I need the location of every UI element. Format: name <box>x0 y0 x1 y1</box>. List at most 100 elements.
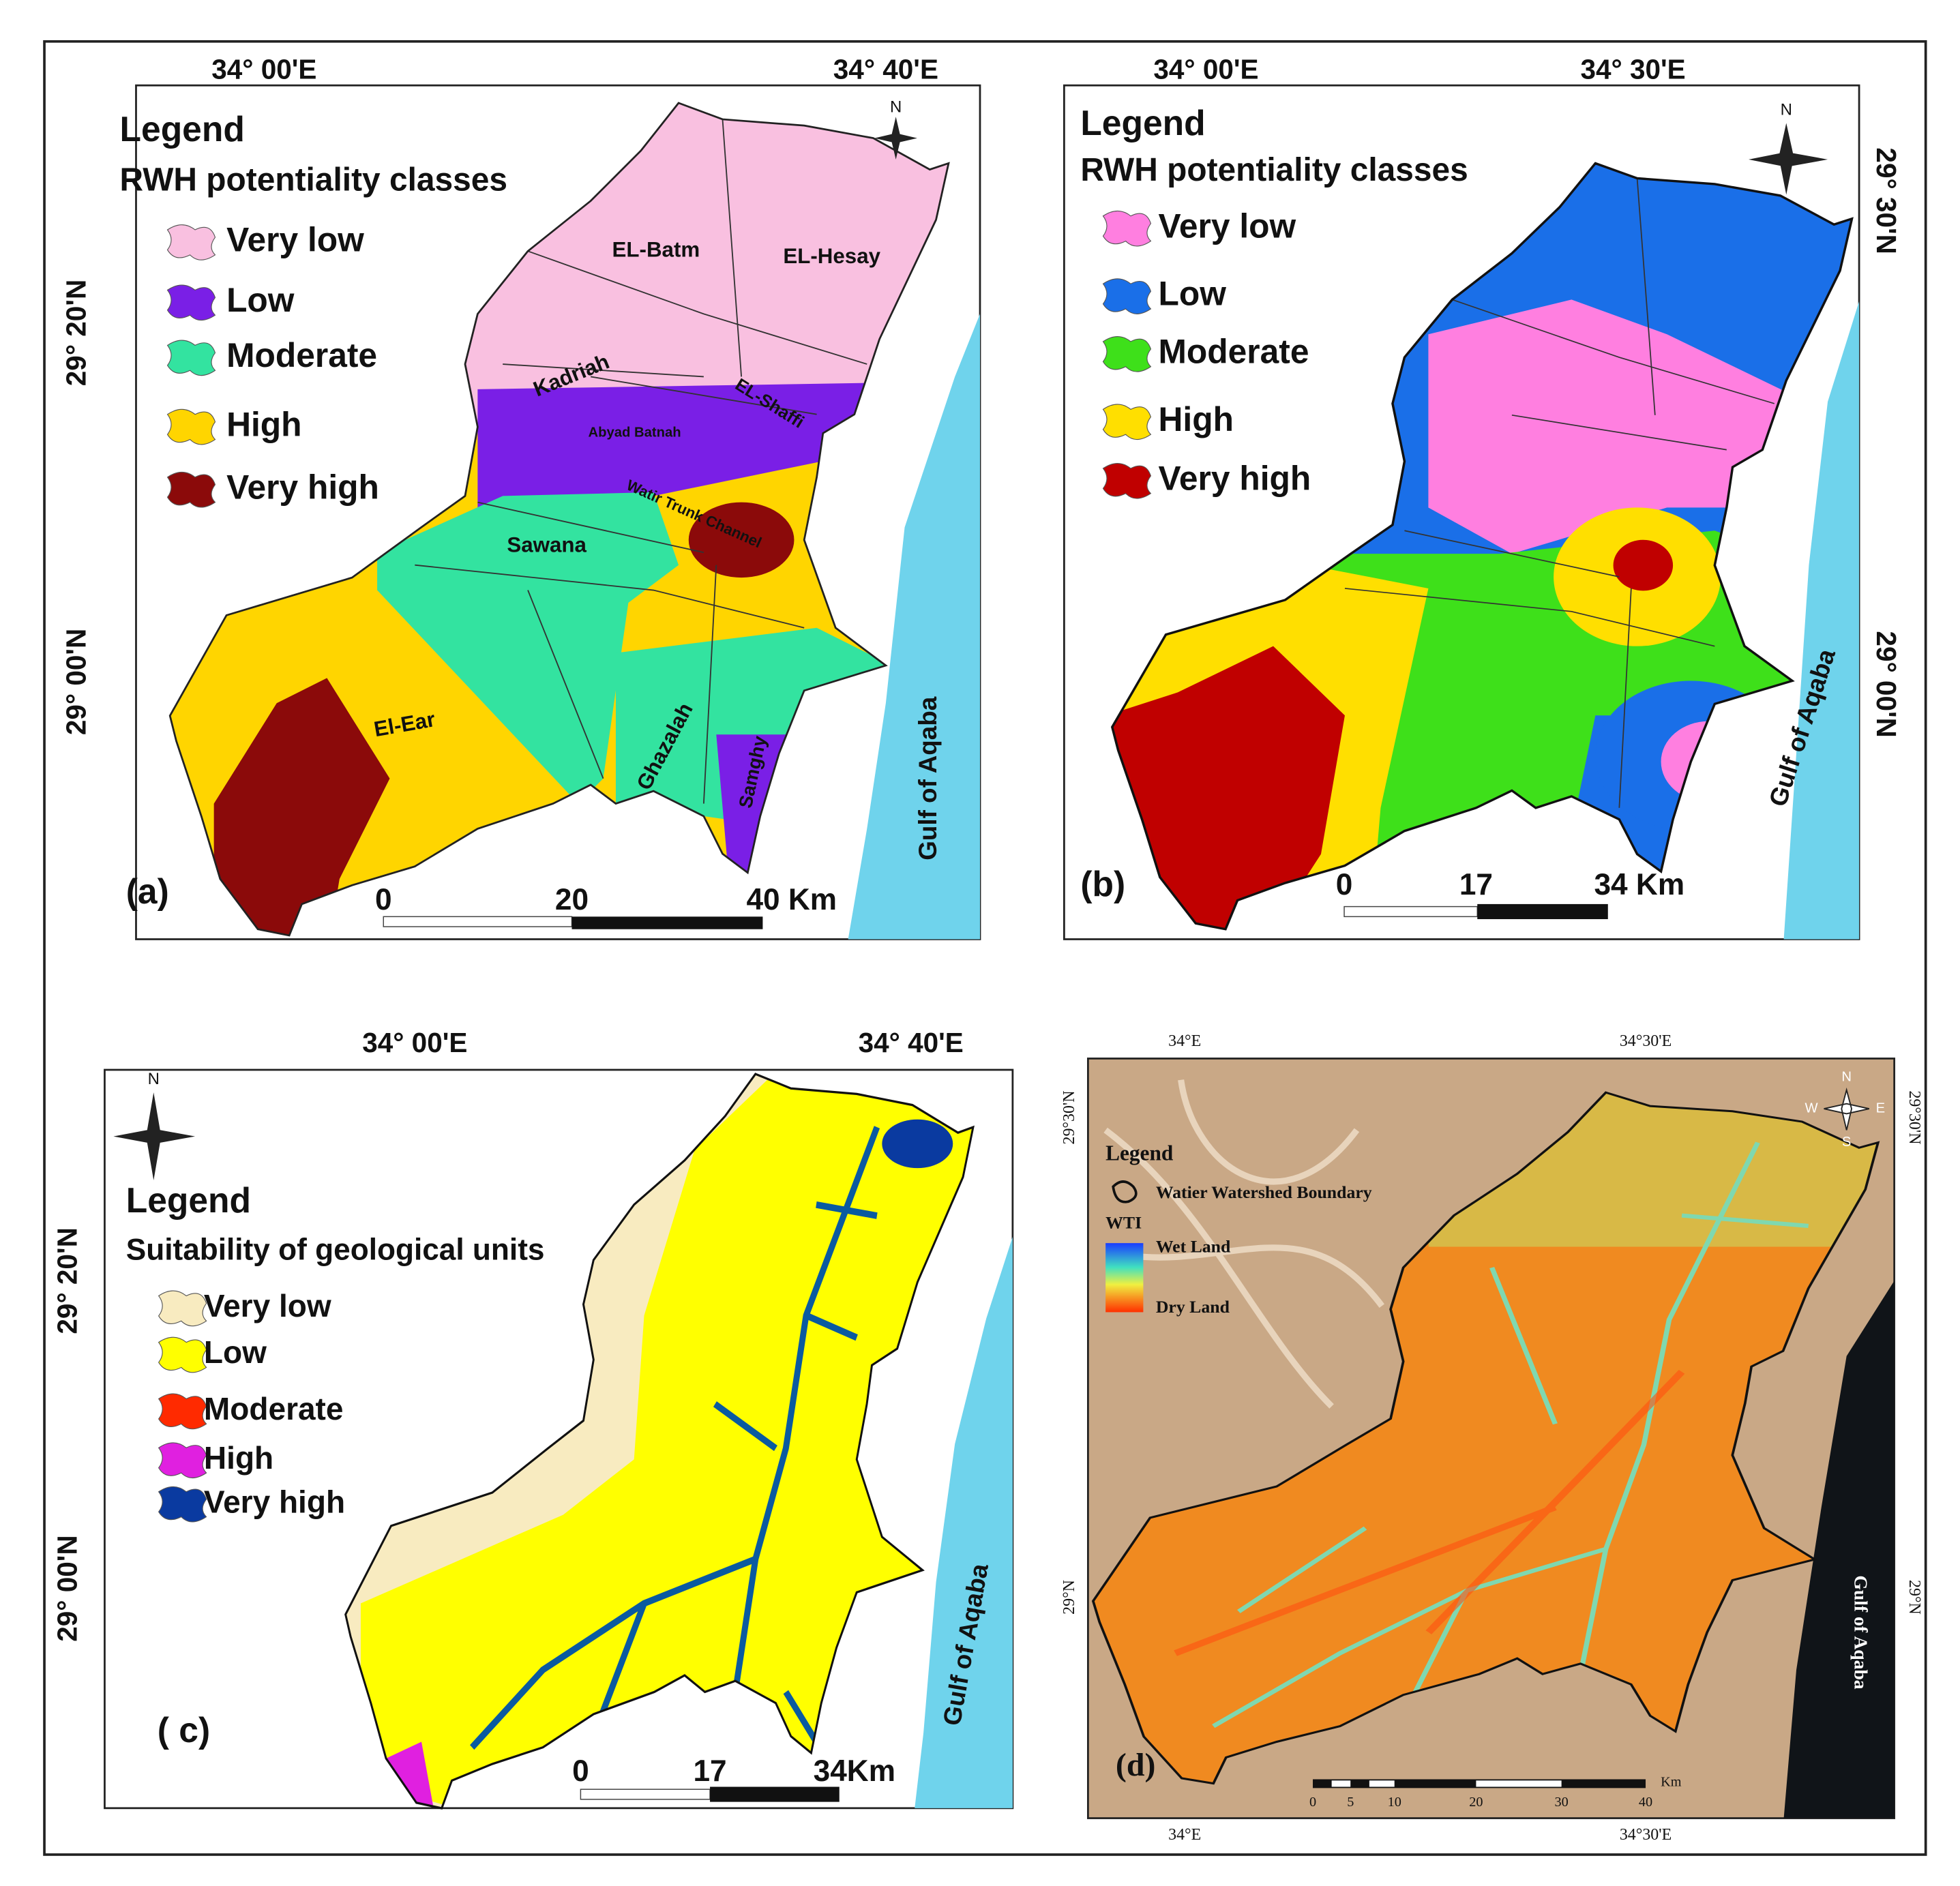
legend-label: Very high <box>226 468 379 506</box>
y-tick-label: 29° 00'N <box>1871 631 1902 737</box>
map-b <box>1111 162 1854 931</box>
legend-label: High <box>204 1440 273 1476</box>
x-tick-label: 34° 00'E <box>1153 54 1258 85</box>
compass-label: N <box>148 1070 160 1088</box>
scale-bar <box>580 1788 711 1800</box>
compass <box>1749 123 1828 195</box>
legend-swatch <box>166 224 216 260</box>
legend-swatch <box>158 1442 207 1479</box>
legend-swatch <box>158 1336 207 1373</box>
legend-label: Low <box>226 281 295 319</box>
scale-bar <box>571 916 763 929</box>
panel-label: (b) <box>1080 864 1125 903</box>
y-tick-label: 29° 20'N <box>60 280 91 386</box>
legend-label: Very low <box>226 221 364 259</box>
y-tick-label: 29°N <box>1060 1580 1078 1615</box>
legend-swatch <box>166 408 216 445</box>
sea-label: Gulf of Aqaba <box>1851 1575 1872 1689</box>
scale-label: 40 <box>1639 1795 1652 1810</box>
legend-label: Dry Land <box>1156 1297 1230 1317</box>
legend-swatch <box>1102 404 1152 440</box>
x-tick-label: 34°30'E <box>1620 1826 1672 1844</box>
sea <box>1783 1281 1895 1818</box>
y-tick-label: 29°30'N <box>1905 1090 1923 1144</box>
compass-label: N <box>1781 100 1792 119</box>
y-tick-label: 29° 00'N <box>60 629 91 735</box>
legend-label: Moderate <box>204 1391 344 1426</box>
legend-subtitle: RWH potentiality classes <box>1080 152 1468 188</box>
scale-label: 0 <box>1336 868 1353 901</box>
legend-swatch <box>1102 335 1152 372</box>
legend-subtitle: Suitability of geological units <box>126 1233 545 1267</box>
place-label: EL-Hesay <box>783 244 880 268</box>
legend-label: Moderate <box>226 336 377 374</box>
legend-subtitle: RWH potentiality classes <box>120 162 507 198</box>
legend-label: Very low <box>1158 207 1296 245</box>
sea-label: Gulf of Aqaba <box>914 696 942 860</box>
scale-label: 17 <box>693 1754 726 1788</box>
scale-bar <box>1476 1780 1562 1787</box>
legend-swatch <box>166 471 216 508</box>
compass <box>874 117 917 160</box>
scale-bar <box>1477 903 1608 920</box>
scale-label: 30 <box>1555 1795 1569 1810</box>
x-tick-label: 34° 00'E <box>362 1027 467 1058</box>
legend-swatch <box>1102 210 1152 247</box>
map-c <box>344 1073 975 1810</box>
legend-swatch <box>166 284 216 321</box>
legend-swatch <box>158 1290 207 1327</box>
place-label: EL-Batm <box>612 238 700 262</box>
scale-label: 20 <box>555 883 589 916</box>
compass-label: W <box>1805 1101 1819 1116</box>
scale-bar <box>1331 1780 1351 1787</box>
legend-label: Very low <box>204 1288 331 1323</box>
legend-swatch <box>1102 462 1152 499</box>
x-tick-label: 34° 00'E <box>211 54 316 85</box>
terrain <box>1103 1079 1384 1409</box>
legend-label: WTI <box>1105 1212 1142 1232</box>
x-tick-label: 34°E <box>1168 1032 1201 1050</box>
y-tick-label: 29° 00'N <box>52 1535 83 1641</box>
legend-swatch <box>158 1393 207 1430</box>
legend-title: Legend <box>126 1180 251 1220</box>
panel-label: (d) <box>1116 1747 1156 1783</box>
x-tick-label: 34° 40'E <box>859 1027 964 1058</box>
y-tick-label: 29°N <box>1905 1580 1923 1615</box>
legend-swatch <box>158 1486 207 1523</box>
scale-label: 0 <box>572 1754 589 1788</box>
compass-label: N <box>1841 1069 1852 1084</box>
legend-label: Moderate <box>1158 332 1309 370</box>
scale-bar <box>710 1786 840 1802</box>
outer-border <box>43 40 1927 1856</box>
panel-label: ( c) <box>158 1710 210 1750</box>
x-tick-label: 34° 30'E <box>1581 54 1686 85</box>
compass <box>113 1092 196 1181</box>
scale-bar <box>383 916 573 927</box>
compass-label: N <box>890 98 902 117</box>
sea <box>1783 301 1860 940</box>
compass-label: S <box>1842 1135 1852 1150</box>
scale-label: 20 <box>1469 1795 1483 1810</box>
scale-label: 5 <box>1347 1795 1354 1810</box>
scale-label: 34 Km <box>1594 868 1684 901</box>
scale-label: 10 <box>1388 1795 1401 1810</box>
scale-label: 17 <box>1459 868 1493 901</box>
legend-label: Low <box>204 1334 267 1370</box>
y-tick-label: 29° 20'N <box>52 1227 83 1334</box>
legend-label: High <box>226 405 301 443</box>
boundary-symbol <box>1112 1180 1138 1203</box>
scale-label: 40 Km <box>746 883 837 916</box>
x-tick-label: 34° 40'E <box>833 54 938 85</box>
scale-bar <box>1343 905 1478 918</box>
wti-gradient <box>1105 1243 1144 1313</box>
place-label: Sawana <box>507 533 586 556</box>
legend-label: Very high <box>204 1484 345 1519</box>
scale-label: Km <box>1661 1775 1682 1790</box>
legend-title: Legend <box>120 109 245 149</box>
scale-label: 0 <box>1309 1795 1316 1810</box>
sea <box>848 314 980 940</box>
y-tick-label: 29°30'N <box>1060 1090 1078 1144</box>
legend-swatch <box>166 340 216 376</box>
